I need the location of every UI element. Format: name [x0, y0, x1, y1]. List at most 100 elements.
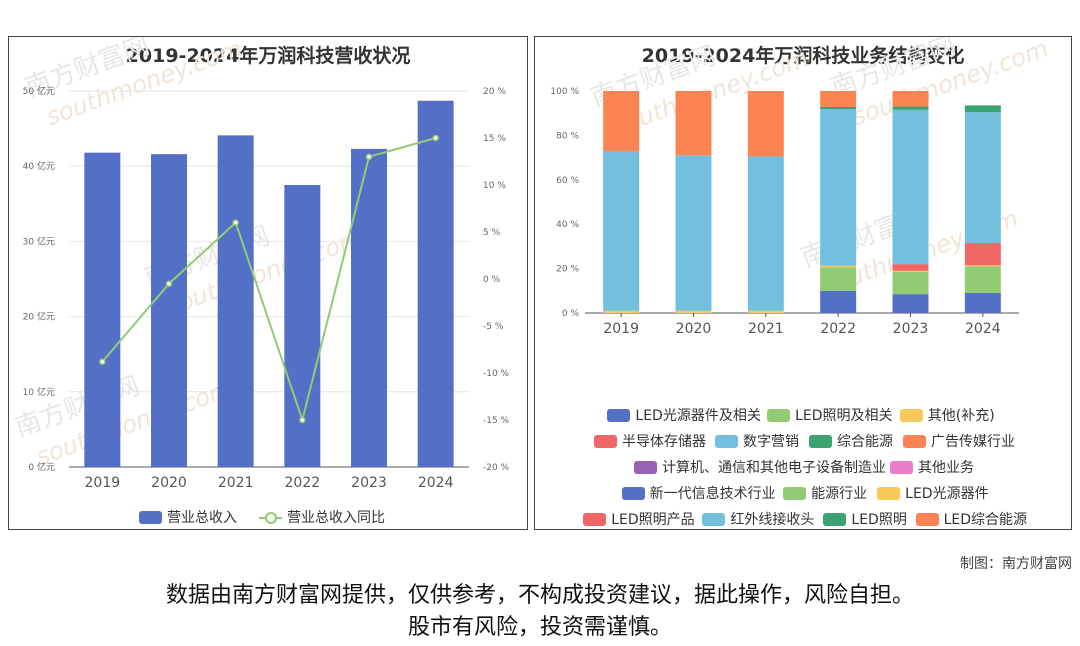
legend-label: 半导体存储器 — [622, 434, 706, 450]
stacked-bar-segment — [747, 91, 784, 157]
legend-label: LED光源器件及相关 — [635, 408, 761, 424]
legend-item[interactable]: 综合能源 — [809, 431, 893, 451]
stacked-bar-segment — [964, 112, 1001, 244]
legend-swatch-revenue — [139, 510, 162, 524]
y-axis-tick-label: 100 % — [550, 87, 579, 97]
stacked-bar-segment — [964, 266, 1001, 294]
y-axis-right-tick-label: -15 % — [483, 416, 510, 426]
legend-swatch — [915, 512, 939, 526]
x-axis-tick-label: 2020 — [151, 475, 187, 491]
structure-chart-panel: 2019-2024年万润科技业务结构变化 南方财富网southmoney.com… — [534, 36, 1072, 530]
stacked-bar-segment — [820, 91, 857, 107]
legend-swatch — [594, 434, 617, 448]
structure-chart-title: 2019-2024年万润科技业务结构变化 — [641, 45, 965, 67]
y-axis-right-tick-label: 10 % — [483, 181, 506, 191]
y-axis-right-tick-label: -10 % — [483, 369, 510, 379]
legend-item[interactable]: LED照明及相关 — [767, 405, 893, 425]
y-axis-left-tick-label: 40 亿元 — [23, 160, 55, 172]
legend-item[interactable]: LED光源器件 — [877, 483, 989, 503]
legend-label: LED照明产品 — [611, 512, 695, 528]
x-axis-tick-label: 2021 — [218, 475, 254, 491]
stacked-bar-segment — [603, 150, 640, 311]
stacked-bar-segment — [675, 91, 712, 156]
legend-item[interactable]: 新一代信息技术行业 — [621, 483, 776, 503]
x-axis-tick-label: 2022 — [820, 321, 856, 337]
revenue-yoy-point — [232, 219, 239, 226]
stacked-bar-segment — [603, 310, 640, 313]
revenue-bar — [284, 185, 321, 467]
y-axis-left-tick-label: 50 亿元 — [23, 85, 55, 97]
stacked-bar-segment — [820, 106, 857, 110]
legend-label: LED光源器件 — [905, 486, 989, 502]
stacked-bar-segment — [747, 310, 784, 313]
legend-label: 广告传媒行业 — [931, 434, 1015, 450]
legend-swatch — [702, 512, 726, 526]
legend-item[interactable]: LED综合能源 — [915, 509, 1028, 529]
stacked-bar-segment — [892, 270, 929, 272]
x-axis-tick-label: 2023 — [893, 321, 929, 337]
stacked-bar-segment — [820, 267, 857, 291]
y-axis-tick-label: 20 % — [556, 265, 579, 275]
disclaimer-line-1: 数据由南方财富网提供，仅供参考，不构成投资建议，据此操作，风险自担。 — [165, 583, 914, 608]
x-axis-tick-label: 2021 — [748, 321, 784, 337]
revenue-bar — [84, 152, 121, 467]
y-axis-right-tick-label: 5 % — [483, 228, 501, 238]
legend-item[interactable]: 数字营销 — [715, 431, 799, 451]
y-axis-right-tick-label: -5 % — [483, 322, 504, 332]
legend-label: 其他业务 — [918, 460, 974, 476]
stacked-bar-segment — [892, 91, 929, 107]
stacked-bar-segment — [820, 265, 857, 268]
legend-item[interactable]: 计算机、通信和其他电子设备制造业 — [634, 457, 886, 477]
y-axis-left-tick-label: 0 亿元 — [28, 461, 55, 473]
legend-label: LED综合能源 — [943, 512, 1028, 528]
legend-item[interactable]: 红外线接收头 — [702, 509, 814, 529]
legend-item[interactable]: 其他业务 — [890, 457, 974, 477]
legend-swatch — [809, 434, 832, 448]
stacked-bar-segment — [964, 243, 1001, 266]
y-axis-tick-label: 40 % — [556, 220, 579, 230]
legend-label: LED照明 — [851, 512, 907, 528]
x-axis-tick-label: 2020 — [676, 321, 712, 337]
disclaimer: 数据由南方财富网提供，仅供参考，不构成投资建议，据此操作，风险自担。 股市有风险… — [0, 580, 1080, 644]
legend-item[interactable]: 其他(补充) — [899, 405, 995, 425]
legend-label-revenue-yoy: 营业总收入同比 — [287, 510, 385, 526]
legend-label: 能源行业 — [811, 486, 868, 502]
stacked-bar-segment — [964, 293, 1001, 313]
revenue-yoy-point — [99, 358, 106, 365]
legend-item-revenue[interactable]: 营业总收入 — [139, 507, 237, 527]
legend-item[interactable]: LED光源器件及相关 — [607, 405, 761, 425]
revenue-chart-panel: 2019-2024年万润科技营收状况 南方财富网 southmoney.com 南方… — [8, 36, 528, 530]
revenue-chart-title: 2019-2024年万润科技营收状况 — [125, 45, 411, 67]
x-axis-tick-label: 2024 — [418, 475, 454, 491]
stacked-bar-segment — [892, 294, 929, 313]
stacked-bar-segment — [675, 310, 712, 313]
x-axis-tick-label: 2023 — [351, 475, 387, 491]
stacked-bar-segment — [820, 290, 857, 313]
stacked-bar-segment — [747, 156, 784, 311]
y-axis-tick-label: 80 % — [556, 131, 579, 141]
legend-item[interactable]: 广告传媒行业 — [903, 431, 1015, 451]
legend-swatch — [607, 408, 631, 422]
legend-item[interactable]: 半导体存储器 — [594, 431, 706, 451]
stacked-bar-segment — [603, 91, 640, 151]
y-axis-right-tick-label: 0 % — [483, 275, 501, 285]
chart-credit: 制图：南方财富网 — [960, 556, 1072, 572]
revenue-yoy-point — [165, 280, 173, 287]
x-axis-tick-label: 2019 — [603, 321, 639, 337]
legend-item-revenue-yoy[interactable]: 营业总收入同比 — [259, 507, 385, 527]
legend-swatch — [715, 434, 738, 448]
legend-label: LED照明及相关 — [795, 408, 893, 424]
y-axis-left-tick-label: 10 亿元 — [23, 386, 55, 398]
legend-label: 计算机、通信和其他电子设备制造业 — [662, 460, 886, 476]
legend-swatch — [767, 408, 791, 422]
revenue-bar — [351, 148, 387, 467]
stacked-bar-segment — [675, 155, 712, 311]
stacked-bar-segment — [820, 109, 857, 266]
legend-item[interactable]: LED照明 — [823, 509, 907, 529]
structure-chart-svg: 南方财富网southmoney.com南方财富网southmoney.com南方… — [550, 37, 1052, 337]
legend-item[interactable]: 能源行业 — [783, 483, 867, 503]
legend-item[interactable]: LED照明产品 — [583, 509, 695, 529]
legend-swatch — [634, 460, 657, 474]
legend-line-revenue-yoy — [259, 511, 282, 524]
x-axis-tick-label: 2019 — [85, 475, 121, 491]
